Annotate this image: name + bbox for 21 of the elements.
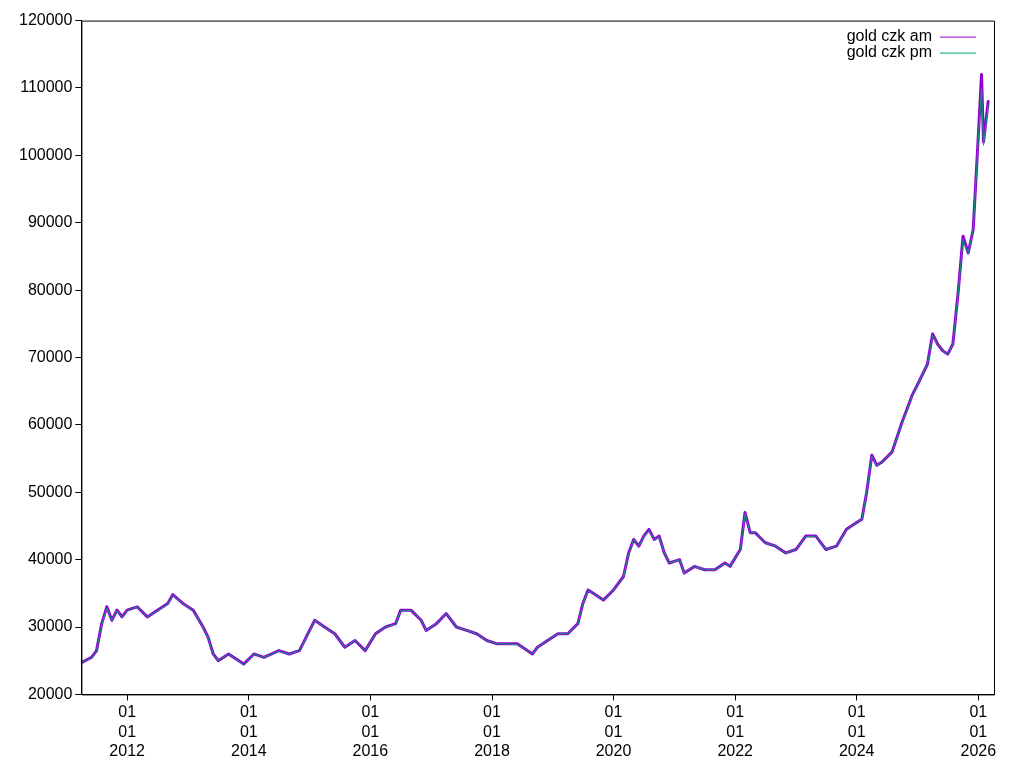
x-tick-label: 01 01 2014 <box>231 703 267 759</box>
y-tick-label: 50000 <box>27 482 73 500</box>
y-tick-label: 60000 <box>27 415 73 433</box>
legend-label: gold czk pm <box>846 43 932 61</box>
y-tick-label: 120000 <box>19 11 73 29</box>
x-tick-label: 01 01 2026 <box>960 703 997 759</box>
y-tick-label: 80000 <box>27 280 73 298</box>
x-tick-label: 01 01 2016 <box>352 703 389 759</box>
x-tick-label: 01 01 2022 <box>717 703 754 759</box>
y-tick-label: 110000 <box>20 78 73 96</box>
y-tick-label: 70000 <box>27 347 73 365</box>
x-tick-label: 01 01 2024 <box>838 703 875 759</box>
x-tick-label: 01 01 2018 <box>474 703 510 759</box>
x-tick-label: 01 01 2020 <box>595 703 632 759</box>
legend-label: gold czk am <box>846 27 932 45</box>
y-tick-label: 90000 <box>27 213 73 231</box>
y-tick-label: 30000 <box>27 617 73 635</box>
y-tick-label: 100000 <box>19 145 73 163</box>
y-tick-label: 20000 <box>27 684 73 702</box>
x-tick-label: 01 01 2012 <box>109 703 146 759</box>
y-tick-label: 40000 <box>27 550 73 568</box>
